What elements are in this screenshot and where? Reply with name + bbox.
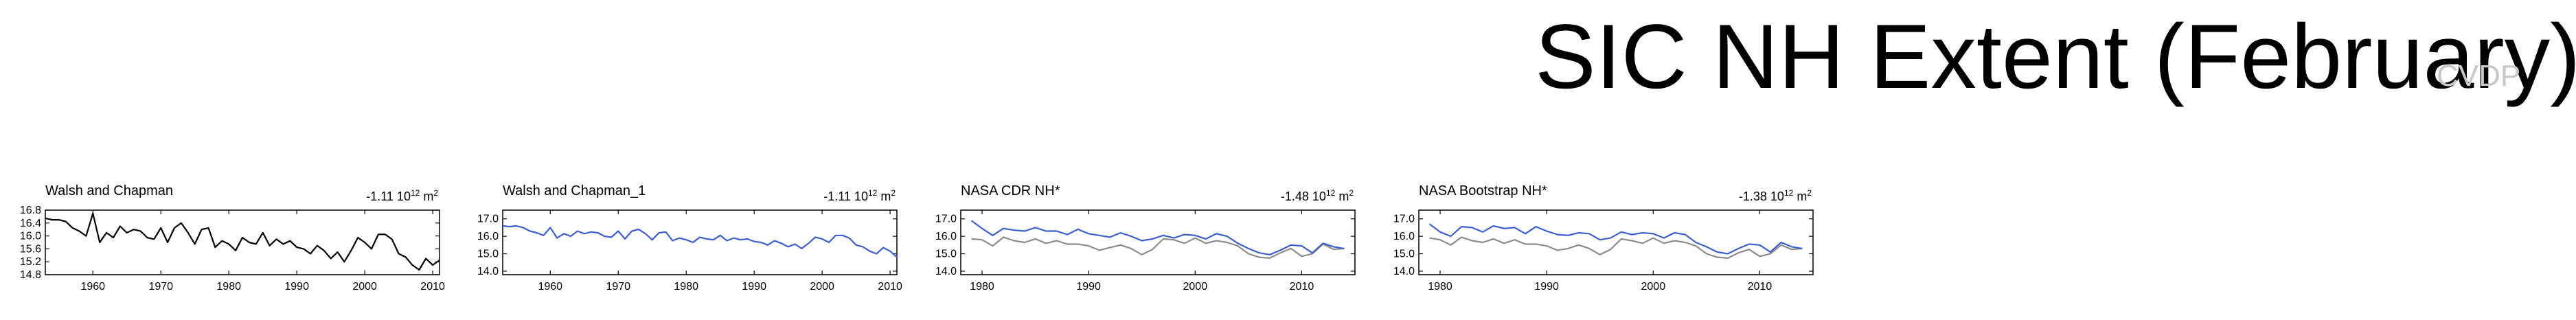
panel-title: NASA Bootstrap NH* bbox=[1419, 183, 1547, 198]
trend-label: -1.48 1012 m2 bbox=[1281, 188, 1354, 203]
chart-svg: Walsh and Chapman -1.11 1012 m2 14.815.2… bbox=[20, 183, 445, 293]
x-tick-label: 1970 bbox=[606, 281, 630, 293]
figure-title: SIC NH Extent (February) bbox=[1535, 6, 2576, 108]
series-line-main bbox=[1428, 223, 1803, 255]
y-tick-label: 15.6 bbox=[20, 243, 41, 255]
plot-area: 14.815.215.616.0 16.4 16.8 1960 1970 1980 1990… bbox=[20, 205, 445, 293]
y-tick-label: 17.0 bbox=[477, 214, 499, 225]
trend-label: -1.38 1012 m2 bbox=[1739, 188, 1812, 203]
plot-area: 14.0 15.0 16.0 17.0 1960 1970 1980 1990 2000 2010 bbox=[477, 209, 902, 293]
chart-svg: NASA Bootstrap NH* -1.38 1012 m2 14.0 15.… bbox=[1393, 183, 1814, 293]
plot-area: 14.0 15.0 16.0 17.0 1980 1990 2000 2010 bbox=[935, 209, 1356, 293]
x-tick-label: 1970 bbox=[148, 281, 173, 293]
y-tick-label: 15.0 bbox=[1393, 249, 1415, 260]
series-line-main bbox=[45, 212, 440, 271]
chart-panel-nasa-bootstrap: NASA Bootstrap NH* -1.38 1012 m2 14.0 15.… bbox=[1374, 180, 1854, 320]
x-tick-label: 2010 bbox=[1748, 281, 1773, 293]
y-tick-label: 16.0 bbox=[20, 231, 41, 242]
x-tick-label: 1960 bbox=[538, 281, 562, 293]
y-tick-label: 15.0 bbox=[935, 249, 957, 260]
y-tick-label: 16.0 bbox=[935, 231, 957, 242]
x-tick-label: 2010 bbox=[878, 281, 902, 293]
panel-title: NASA CDR NH* bbox=[961, 183, 1060, 198]
x-tick-label: 2010 bbox=[1290, 281, 1314, 293]
series-line-main bbox=[970, 220, 1345, 255]
plot-frame bbox=[502, 209, 898, 275]
chart-svg: Walsh and Chapman_1 -1.11 1012 m2 14.0 15… bbox=[477, 183, 902, 293]
y-tick-label: 15.2 bbox=[20, 256, 41, 268]
y-tick-label: 16.4 bbox=[20, 218, 41, 229]
x-tick-label: 2000 bbox=[810, 281, 834, 293]
chart-svg: NASA CDR NH* -1.48 1012 m2 14.015.016.01… bbox=[935, 183, 1356, 293]
x-tick-label: 1980 bbox=[970, 281, 994, 293]
chart-panel-walsh-chapman: Walsh and Chapman -1.11 1012 m2 14.8 15.2… bbox=[0, 180, 481, 320]
watermark: CVDP bbox=[2437, 59, 2521, 93]
x-tick-label: 2000 bbox=[1183, 281, 1208, 293]
panel-title: Walsh and Chapman bbox=[45, 183, 173, 198]
x-tick-label: 1960 bbox=[80, 281, 105, 293]
trend-label: -1.11 1012 m2 bbox=[823, 188, 896, 203]
y-tick-label: 17.0 bbox=[1393, 214, 1415, 225]
x-tick-label: 1990 bbox=[742, 281, 766, 293]
y-tick-label: 16.0 bbox=[1393, 231, 1415, 242]
plot-frame bbox=[1418, 209, 1814, 275]
series-line-main bbox=[502, 225, 898, 258]
chart-panel-walsh-chapman-1: Walsh and Chapman_1 -1.11 1012 m2 14.0 15… bbox=[457, 180, 938, 320]
plot-frame bbox=[960, 209, 1356, 275]
x-tick-label: 1990 bbox=[1076, 281, 1101, 293]
y-tick-label: 14.0 bbox=[1393, 266, 1415, 277]
series-line-comparison bbox=[971, 236, 1345, 260]
y-tick-label: 14.0 bbox=[477, 266, 499, 277]
y-tick-label: 17.0 bbox=[935, 214, 957, 225]
y-tick-label: 16.0 bbox=[477, 231, 499, 242]
plot-frame bbox=[45, 209, 440, 275]
y-tick-label: 14.0 bbox=[935, 266, 957, 277]
trend-label: -1.11 1012 m2 bbox=[366, 188, 438, 203]
y-tick-label: 15.0 bbox=[477, 249, 499, 260]
y-tick-label: 16.8 bbox=[20, 205, 41, 216]
plot-area: 14.0 15.0 16.0 17.0 1980 1990 2000 2010 bbox=[1393, 209, 1814, 293]
x-tick-label: 1980 bbox=[216, 281, 241, 293]
x-tick-label: 2000 bbox=[352, 281, 377, 293]
chart-panel-nasa-cdr: NASA CDR NH* -1.48 1012 m2 14.0 15.0 16.0 1… bbox=[915, 180, 1396, 320]
x-tick-label: 1980 bbox=[1428, 281, 1452, 293]
panel-title: Walsh and Chapman_1 bbox=[503, 183, 646, 198]
x-tick-label: 2010 bbox=[420, 281, 445, 293]
x-tick-label: 1980 bbox=[674, 281, 698, 293]
x-tick-label: 1990 bbox=[284, 281, 309, 293]
x-tick-label: 1990 bbox=[1534, 281, 1559, 293]
y-tick-label: 14.8 bbox=[20, 269, 41, 281]
series-line-comparison bbox=[1429, 236, 1803, 260]
x-tick-label: 2000 bbox=[1641, 281, 1666, 293]
